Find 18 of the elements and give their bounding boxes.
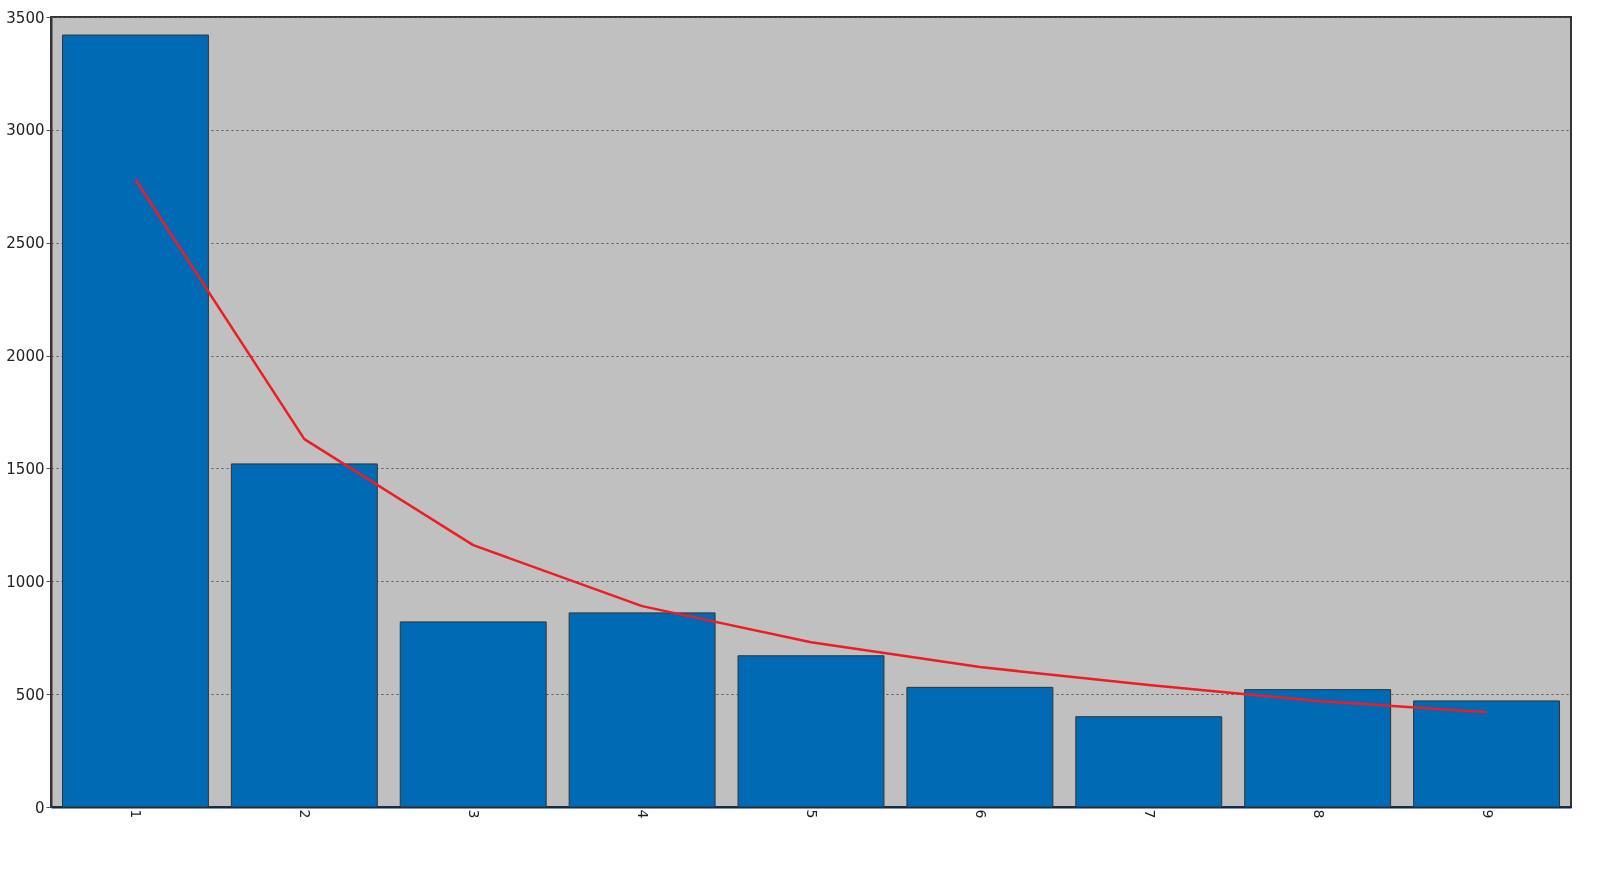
y-tick-label: 1000 [6,572,45,591]
x-tick-label: 3 [466,809,483,819]
x-tick-label: 5 [804,809,820,819]
x-tick-label: 8 [1310,809,1327,819]
y-tick-label: 2500 [6,234,45,253]
x-tick-label: 2 [297,809,314,819]
y-tick-label: 3500 [6,8,45,27]
y-tick-label: 1500 [6,459,45,478]
x-tick-label: 1 [128,809,145,819]
x-tick-label: 6 [972,809,989,819]
x-tick-label: 9 [1479,809,1496,819]
line-series [134,178,1488,714]
x-tick-label: 7 [1141,809,1158,819]
y-tick-label: 0 [34,798,45,817]
y-tick-label: 3000 [6,121,45,140]
x-tick-label: 4 [635,809,652,819]
y-tick-label: 2000 [6,347,45,366]
y-tick-label: 500 [15,685,45,704]
